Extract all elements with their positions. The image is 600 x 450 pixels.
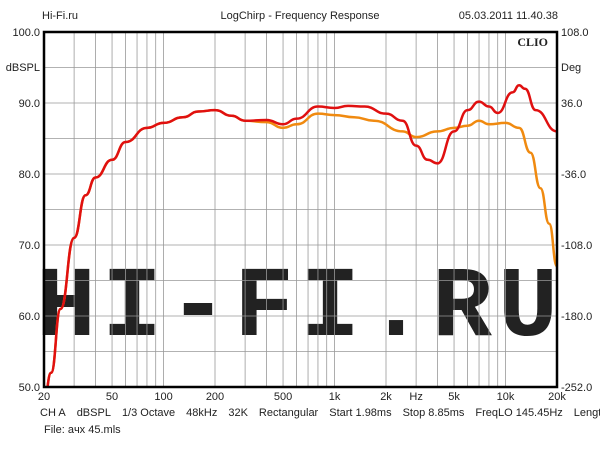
curves (46, 83, 557, 387)
x-tick-label: 5k (448, 391, 460, 400)
watermark-text: HI-FI.RU (36, 253, 564, 366)
y-tick-label: 100.0 (12, 27, 40, 39)
setting-item: Stop 8.85ms (402, 407, 465, 419)
y-tick-label: 80.0 (19, 169, 40, 181)
datetime: 05.03.2011 11.40.38 (458, 10, 558, 22)
y2-tick-label: -180.0 (561, 311, 592, 323)
setting-item: 48kHz (186, 407, 218, 419)
file-name: File: aчx 45.mls (44, 424, 121, 436)
watermark: HI-FI.RU (36, 253, 564, 366)
y2-tick-label: 108.0 (561, 27, 589, 39)
x-tick-label: 500 (274, 391, 292, 400)
setting-item: 32K (228, 407, 248, 419)
setting-item: 1/3 Octave (121, 407, 176, 419)
setting-item: FreqLO 145.45Hz (475, 407, 563, 419)
x-tick-label: 20 (38, 391, 50, 400)
y-tick-label: 60.0 (19, 311, 40, 323)
x-tick-label: 20k (548, 391, 566, 400)
y2-tick-label: -252.0 (561, 382, 592, 394)
y2-tick-label: -108.0 (561, 240, 592, 252)
x-axis-label: Hz (409, 391, 422, 400)
x-tick-label: 2k (380, 391, 392, 400)
y-tick-label: 50.0 (19, 382, 40, 394)
setting-item: CH A (40, 407, 66, 419)
y-axis-label: dBSPL (6, 62, 40, 74)
chart-title: LogChirp - Frequency Response (220, 10, 380, 22)
clio-logo: CLIO (517, 35, 548, 49)
measurement-settings: CH A dBSPL 1/3 Octave 48kHz 32K Rectangular St… (40, 407, 600, 419)
plot-frame (42, 30, 559, 389)
y-tick-label: 90.0 (19, 98, 40, 110)
setting-item: dBSPL (76, 407, 111, 419)
x-tick-label: 1k (329, 391, 341, 400)
x-tick-label: 200 (206, 391, 224, 400)
grid (44, 32, 557, 387)
tick-labels: 100.0 108.0 90.0 36.0 80.0 -36.0 70.0 -108.0 60.… (12, 27, 592, 400)
setting-item: Rectangular (258, 407, 319, 419)
y2-axis-label: Deg (561, 62, 581, 74)
y-tick-label: 70.0 (19, 240, 40, 252)
site-label: Hi-Fi.ru (42, 10, 79, 22)
x-tick-label: 10k (497, 391, 515, 400)
x-tick-label: 50 (106, 391, 118, 400)
setting-item: Length 6.88ms (573, 407, 600, 419)
y2-tick-label: -36.0 (561, 169, 586, 181)
y2-tick-label: 36.0 (561, 98, 582, 110)
plot: HI-FI.RU CLIO dBSPL Deg 100.0 108.0 90.0 36… (6, 27, 592, 400)
x-tick-label: 100 (154, 391, 172, 400)
setting-item: Start 1.98ms (329, 407, 392, 419)
series-red (46, 83, 557, 387)
